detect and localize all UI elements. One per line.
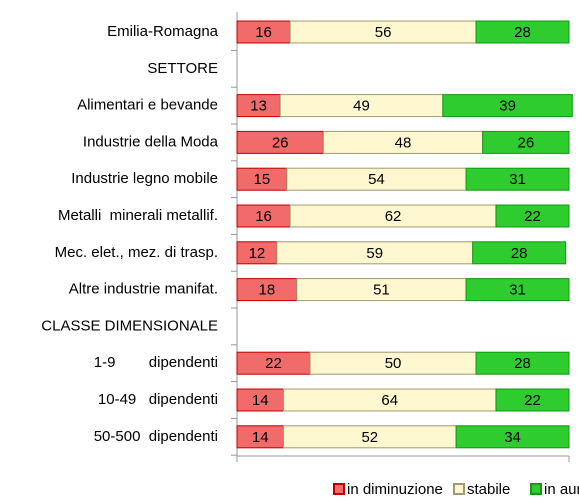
category-label: Altre industrie manifat.: [69, 281, 218, 298]
value-label: 13: [250, 98, 267, 115]
value-label: 54: [368, 171, 385, 188]
category-label: Emilia-Romagna: [107, 23, 219, 40]
bar-segment: [482, 130, 570, 154]
legend-swatch: [333, 483, 345, 495]
value-label: 26: [272, 134, 289, 151]
value-label: 16: [255, 208, 272, 225]
value-label: 64: [381, 392, 398, 409]
value-label: 28: [511, 245, 528, 262]
value-label: 14: [252, 392, 269, 409]
bar-segment: [475, 20, 570, 44]
value-label: 56: [375, 24, 392, 41]
value-label: 14: [252, 429, 269, 446]
value-label: 31: [509, 282, 526, 299]
value-label: 51: [373, 282, 390, 299]
category-label: SETTORE: [147, 60, 218, 77]
value-label: 62: [385, 208, 402, 225]
bar-segment: [442, 94, 573, 118]
value-label: 31: [509, 171, 526, 188]
value-label: 34: [504, 429, 521, 446]
bar-segment: [475, 351, 570, 375]
bar-segment: [495, 388, 570, 412]
bar-segment: [495, 204, 570, 228]
category-label: Industrie della Moda: [83, 133, 219, 150]
category-label: Mec. elet., mez. di trasp.: [55, 244, 218, 261]
bar-segment: [455, 425, 570, 449]
value-label: 12: [249, 245, 266, 262]
value-label: 28: [514, 24, 531, 41]
value-label: 59: [366, 245, 383, 262]
value-label: 22: [524, 208, 541, 225]
category-label: CLASSE DIMENSIONALE: [41, 317, 218, 334]
bar-segment: [465, 167, 570, 191]
value-label: 39: [499, 98, 516, 115]
legend-label: in aumento: [544, 481, 579, 498]
value-label: 52: [361, 429, 378, 446]
value-label: 48: [395, 134, 412, 151]
category-label: Alimentari e bevande: [77, 97, 218, 114]
category-label: 1-9 dipendenti: [94, 354, 218, 371]
value-label: 49: [353, 98, 370, 115]
legend-label: in diminuzione: [347, 481, 443, 498]
bar-segment: [465, 278, 570, 302]
value-label: 28: [514, 355, 531, 372]
value-label: 15: [254, 171, 271, 188]
category-label: 10-49 dipendenti: [98, 391, 218, 408]
bar-segment: [472, 241, 567, 265]
value-label: 22: [265, 355, 282, 372]
category-label: 50-500 dipendenti: [94, 428, 218, 445]
value-label: 22: [524, 392, 541, 409]
legend-swatch: [453, 483, 465, 495]
value-label: 18: [259, 282, 276, 299]
legend-swatch: [530, 483, 542, 495]
category-label: Industrie legno mobile: [71, 170, 218, 187]
category-label: Metalli minerali metallif.: [58, 207, 218, 224]
value-label: 50: [385, 355, 402, 372]
legend-label: stabile: [467, 481, 510, 498]
value-label: 16: [255, 24, 272, 41]
value-label: 26: [517, 134, 534, 151]
